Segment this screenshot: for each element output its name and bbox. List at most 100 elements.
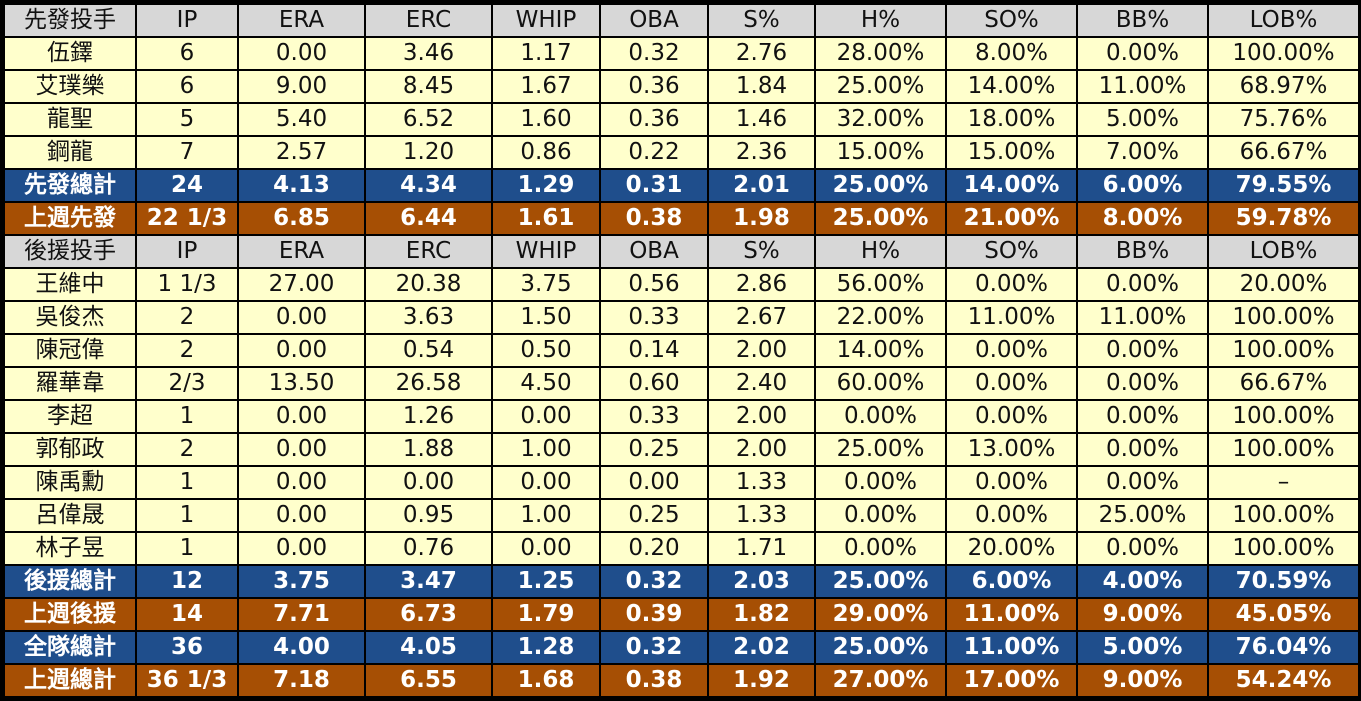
column-header: H% [816,236,945,267]
stat-cell: 2 [137,434,237,465]
pitcher-name: 陳禹勳 [5,467,135,498]
stat-cell: 1 [137,533,237,564]
stat-cell: 1.88 [366,434,491,465]
stat-cell: 2.86 [709,269,814,300]
stat-cell: 0.00% [1078,434,1207,465]
pitcher-name: 艾璞樂 [5,71,135,102]
column-header: ERC [366,5,491,36]
section-header-row: 後援投手 IP ERA ERC WHIP OBA S% H% SO% BB% LOB% [5,236,1358,267]
column-header: WHIP [493,236,599,267]
stat-cell: 0.00 [239,533,364,564]
stat-cell: 20.00% [947,533,1076,564]
totals-cell: 0.32 [601,566,707,597]
section-header-row: 先發投手 IP ERA ERC WHIP OBA S% H% SO% BB% LOB% [5,5,1358,36]
totals-cell: 25.00% [816,203,945,234]
stat-cell: 4.50 [493,368,599,399]
table-row: 龍聖 5 5.40 6.52 1.60 0.36 1.46 32.00% 18.00% 5.00%… [5,104,1358,135]
pitcher-name: 吳俊杰 [5,302,135,333]
stat-cell: 2 [137,302,237,333]
column-header: SO% [947,5,1076,36]
stat-cell: 0.33 [601,401,707,432]
column-header: ERC [366,236,491,267]
stat-cell: 7 [137,137,237,168]
stat-cell: 20.38 [366,269,491,300]
pitcher-name: 伍鐸 [5,38,135,69]
totals-cell: 25.00% [816,170,945,201]
stat-cell: 32.00% [816,104,945,135]
stat-cell: 2.00 [709,335,814,366]
stat-cell: 0.60 [601,368,707,399]
totals-label: 上週後援 [5,599,135,630]
stat-cell: 28.00% [816,38,945,69]
totals-cell: 1.82 [709,599,814,630]
totals-cell: 12 [137,566,237,597]
stat-cell: 1.50 [493,302,599,333]
totals-cell: 1.61 [493,203,599,234]
column-header: SO% [947,236,1076,267]
totals-row: 上週先發 22 1/3 6.85 6.44 1.61 0.38 1.98 25.00% 21.0… [5,203,1358,234]
column-header: OBA [601,5,707,36]
totals-cell: 4.05 [366,632,491,663]
section-header-label: 後援投手 [5,236,135,267]
pitcher-name: 林子昱 [5,533,135,564]
table-row: 艾璞樂 6 9.00 8.45 1.67 0.36 1.84 25.00% 14.00% 11.0… [5,71,1358,102]
pitcher-name: 郭郁政 [5,434,135,465]
totals-row: 先發總計 24 4.13 4.34 1.29 0.31 2.01 25.00% 14.00% 6.… [5,170,1358,201]
column-header: S% [709,5,814,36]
totals-row: 上週總計 36 1/3 7.18 6.55 1.68 0.38 1.92 27.00% 17.0… [5,665,1358,696]
stat-cell: 9.00 [239,71,364,102]
stat-cell: 3.63 [366,302,491,333]
totals-cell: 0.31 [601,170,707,201]
stat-cell: 2.76 [709,38,814,69]
stat-cell: 0.00% [816,500,945,531]
stat-cell: 1.33 [709,467,814,498]
stat-cell: 66.67% [1209,137,1358,168]
pitcher-name: 龍聖 [5,104,135,135]
table-row: 陳冠偉 2 0.00 0.54 0.50 0.14 2.00 14.00% 0.00% 0.00%… [5,335,1358,366]
column-header: ERA [239,236,364,267]
stat-cell: 100.00% [1209,302,1358,333]
stat-cell: 100.00% [1209,38,1358,69]
stat-cell: 0.00 [239,434,364,465]
pitcher-name: 呂偉晟 [5,500,135,531]
totals-cell: 3.47 [366,566,491,597]
stat-cell: 75.76% [1209,104,1358,135]
stat-cell: 0.00% [1078,401,1207,432]
stat-cell: 1.20 [366,137,491,168]
column-header: LOB% [1209,236,1358,267]
stat-cell: 8.45 [366,71,491,102]
totals-cell: 1.92 [709,665,814,696]
stat-cell: 2.36 [709,137,814,168]
totals-cell: 1.68 [493,665,599,696]
stat-cell: 0.76 [366,533,491,564]
stat-cell: 66.67% [1209,368,1358,399]
stat-cell: 1.33 [709,500,814,531]
totals-label: 上週總計 [5,665,135,696]
stat-cell: 0.00% [816,401,945,432]
stat-cell: 0.00 [366,467,491,498]
stat-cell: 2.00 [709,401,814,432]
stat-cell: 2.00 [709,434,814,465]
stat-cell: 15.00% [816,137,945,168]
stat-cell: 1.17 [493,38,599,69]
totals-cell: 14.00% [947,170,1076,201]
stat-cell: 0.00% [1078,335,1207,366]
table-row: 陳禹勳 1 0.00 0.00 0.00 0.00 1.33 0.00% 0.00% 0.00% – [5,467,1358,498]
totals-label: 先發總計 [5,170,135,201]
column-header: WHIP [493,5,599,36]
totals-row: 後援總計 12 3.75 3.47 1.25 0.32 2.03 25.00% 6.00% 4.0… [5,566,1358,597]
column-header: BB% [1078,236,1207,267]
stat-cell: 0.00 [239,500,364,531]
totals-cell: 6.85 [239,203,364,234]
totals-cell: 59.78% [1209,203,1358,234]
stat-cell: 0.50 [493,335,599,366]
stat-cell: 13.00% [947,434,1076,465]
stat-cell: 27.00 [239,269,364,300]
totals-cell: 4.00 [239,632,364,663]
totals-cell: 3.75 [239,566,364,597]
section-header-label: 先發投手 [5,5,135,36]
stat-cell: 0.00 [493,533,599,564]
stat-cell: 1.00 [493,434,599,465]
totals-cell: 2.03 [709,566,814,597]
totals-cell: 54.24% [1209,665,1358,696]
